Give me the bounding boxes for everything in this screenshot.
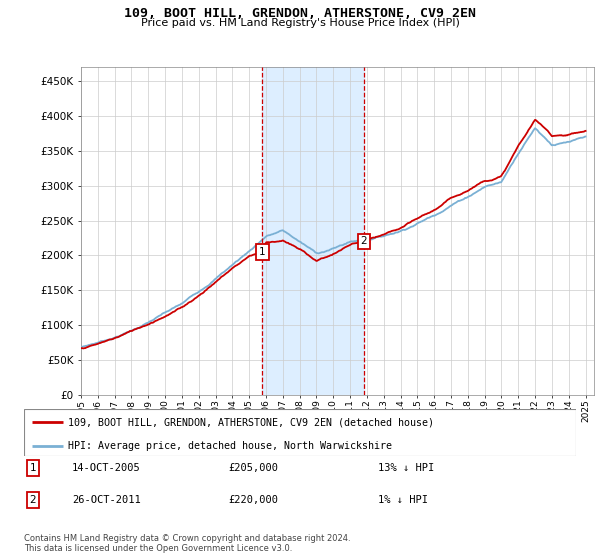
Text: HPI: Average price, detached house, North Warwickshire: HPI: Average price, detached house, Nort…	[68, 441, 392, 451]
Text: 13% ↓ HPI: 13% ↓ HPI	[378, 463, 434, 473]
Text: 1: 1	[29, 463, 37, 473]
Text: 1: 1	[259, 247, 266, 257]
Text: 109, BOOT HILL, GRENDON, ATHERSTONE, CV9 2EN (detached house): 109, BOOT HILL, GRENDON, ATHERSTONE, CV9…	[68, 417, 434, 427]
Bar	[262, 67, 364, 395]
Text: Price paid vs. HM Land Registry's House Price Index (HPI): Price paid vs. HM Land Registry's House …	[140, 18, 460, 28]
Text: £220,000: £220,000	[228, 495, 278, 505]
Text: 109, BOOT HILL, GRENDON, ATHERSTONE, CV9 2EN: 109, BOOT HILL, GRENDON, ATHERSTONE, CV9…	[124, 7, 476, 20]
Text: 2: 2	[361, 236, 367, 246]
Text: Contains HM Land Registry data © Crown copyright and database right 2024.
This d: Contains HM Land Registry data © Crown c…	[24, 534, 350, 553]
Text: 14-OCT-2005: 14-OCT-2005	[72, 463, 141, 473]
Text: 2: 2	[29, 495, 37, 505]
Text: 26-OCT-2011: 26-OCT-2011	[72, 495, 141, 505]
Text: £205,000: £205,000	[228, 463, 278, 473]
Text: 1% ↓ HPI: 1% ↓ HPI	[378, 495, 428, 505]
